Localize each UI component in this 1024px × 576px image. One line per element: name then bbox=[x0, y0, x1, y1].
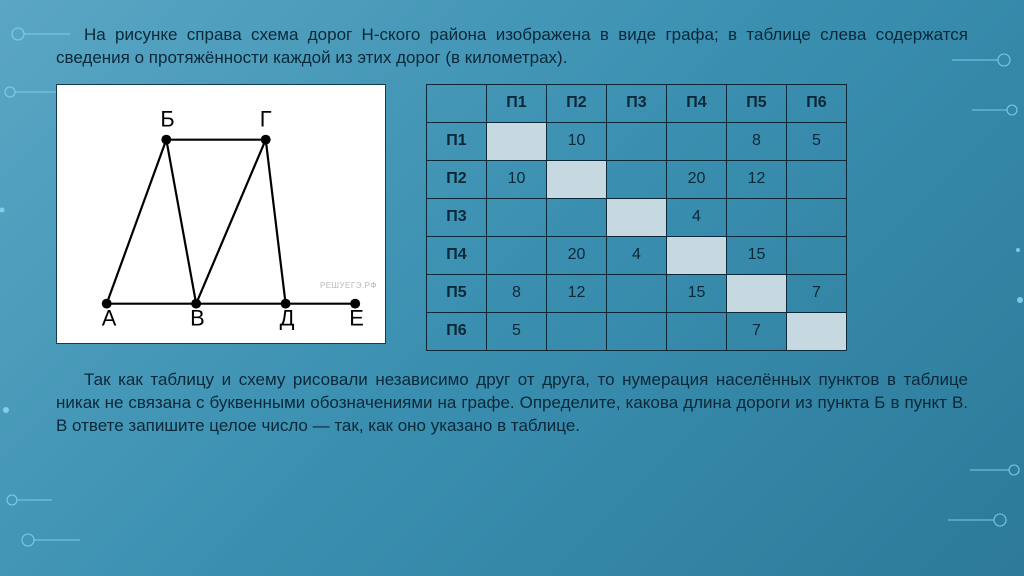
table-cell bbox=[667, 236, 727, 274]
graph-edge bbox=[166, 140, 196, 304]
table-cell bbox=[667, 122, 727, 160]
table-col-header: П3 bbox=[607, 84, 667, 122]
table-cell bbox=[607, 122, 667, 160]
table-cell bbox=[787, 236, 847, 274]
table-cell: 12 bbox=[727, 160, 787, 198]
graph-node-label: Г bbox=[260, 107, 272, 132]
table-cell bbox=[607, 312, 667, 350]
graph-edge bbox=[196, 140, 266, 304]
table-cell bbox=[607, 160, 667, 198]
table-cell: 5 bbox=[487, 312, 547, 350]
table-cell: 4 bbox=[607, 236, 667, 274]
table-cell bbox=[727, 198, 787, 236]
table-cell: 20 bbox=[547, 236, 607, 274]
table-cell: 10 bbox=[547, 122, 607, 160]
table-row-header: П1 bbox=[427, 122, 487, 160]
table-cell: 12 bbox=[547, 274, 607, 312]
graph-node-label: А bbox=[102, 305, 117, 330]
table-col-header: П5 bbox=[727, 84, 787, 122]
table-cell: 10 bbox=[487, 160, 547, 198]
table-cell: 4 bbox=[667, 198, 727, 236]
table-cell: 7 bbox=[727, 312, 787, 350]
table-cell: 8 bbox=[487, 274, 547, 312]
graph-node-label: В bbox=[190, 305, 205, 330]
table-cell: 15 bbox=[727, 236, 787, 274]
graph-edge bbox=[107, 140, 167, 304]
table-cell bbox=[487, 236, 547, 274]
table-cell: 20 bbox=[667, 160, 727, 198]
table-cell: 5 bbox=[787, 122, 847, 160]
figure-row: АБВГДЕ РЕШУЕГЭ.РФ П1П2П3П4П5П6П11085П210… bbox=[56, 84, 968, 351]
table-cell bbox=[607, 198, 667, 236]
table-row-header: П4 bbox=[427, 236, 487, 274]
graph-diagram: А Б В Г Д Е РЕШУЕГЭ.РФ bbox=[56, 84, 386, 344]
table-row-header: П5 bbox=[427, 274, 487, 312]
distance-table: П1П2П3П4П5П6П11085П2102012П34П420415П581… bbox=[426, 84, 847, 351]
graph-node-label: Д bbox=[280, 305, 295, 330]
table-cell bbox=[667, 312, 727, 350]
table-col-header: П4 bbox=[667, 84, 727, 122]
table-cell bbox=[487, 198, 547, 236]
graph-node bbox=[161, 135, 171, 145]
table-cell: 7 bbox=[787, 274, 847, 312]
table-row-header: П3 bbox=[427, 198, 487, 236]
table-col-header: П2 bbox=[547, 84, 607, 122]
table-cell bbox=[787, 198, 847, 236]
table-cell: 8 bbox=[727, 122, 787, 160]
table-cell bbox=[547, 198, 607, 236]
table-cell bbox=[487, 122, 547, 160]
table-col-header: П1 bbox=[487, 84, 547, 122]
watermark: РЕШУЕГЭ.РФ bbox=[320, 281, 377, 290]
problem-statement-top: На рисунке справа схема дорог Н-ского ра… bbox=[56, 24, 968, 70]
table-cell bbox=[787, 160, 847, 198]
table-cell bbox=[547, 312, 607, 350]
table-cell bbox=[787, 312, 847, 350]
table-row-header: П2 bbox=[427, 160, 487, 198]
slide-content: На рисунке справа схема дорог Н-ского ра… bbox=[0, 0, 1024, 438]
table-cell bbox=[607, 274, 667, 312]
graph-edge bbox=[266, 140, 286, 304]
table-corner bbox=[427, 84, 487, 122]
table-col-header: П6 bbox=[787, 84, 847, 122]
graph-node bbox=[261, 135, 271, 145]
table-row-header: П6 bbox=[427, 312, 487, 350]
graph-node-label: Б bbox=[160, 107, 174, 132]
table-cell: 15 bbox=[667, 274, 727, 312]
graph-node-label: Е bbox=[349, 305, 364, 330]
table-cell bbox=[547, 160, 607, 198]
table-cell bbox=[727, 274, 787, 312]
problem-statement-bottom: Так как таблицу и схему рисовали независ… bbox=[56, 369, 968, 438]
